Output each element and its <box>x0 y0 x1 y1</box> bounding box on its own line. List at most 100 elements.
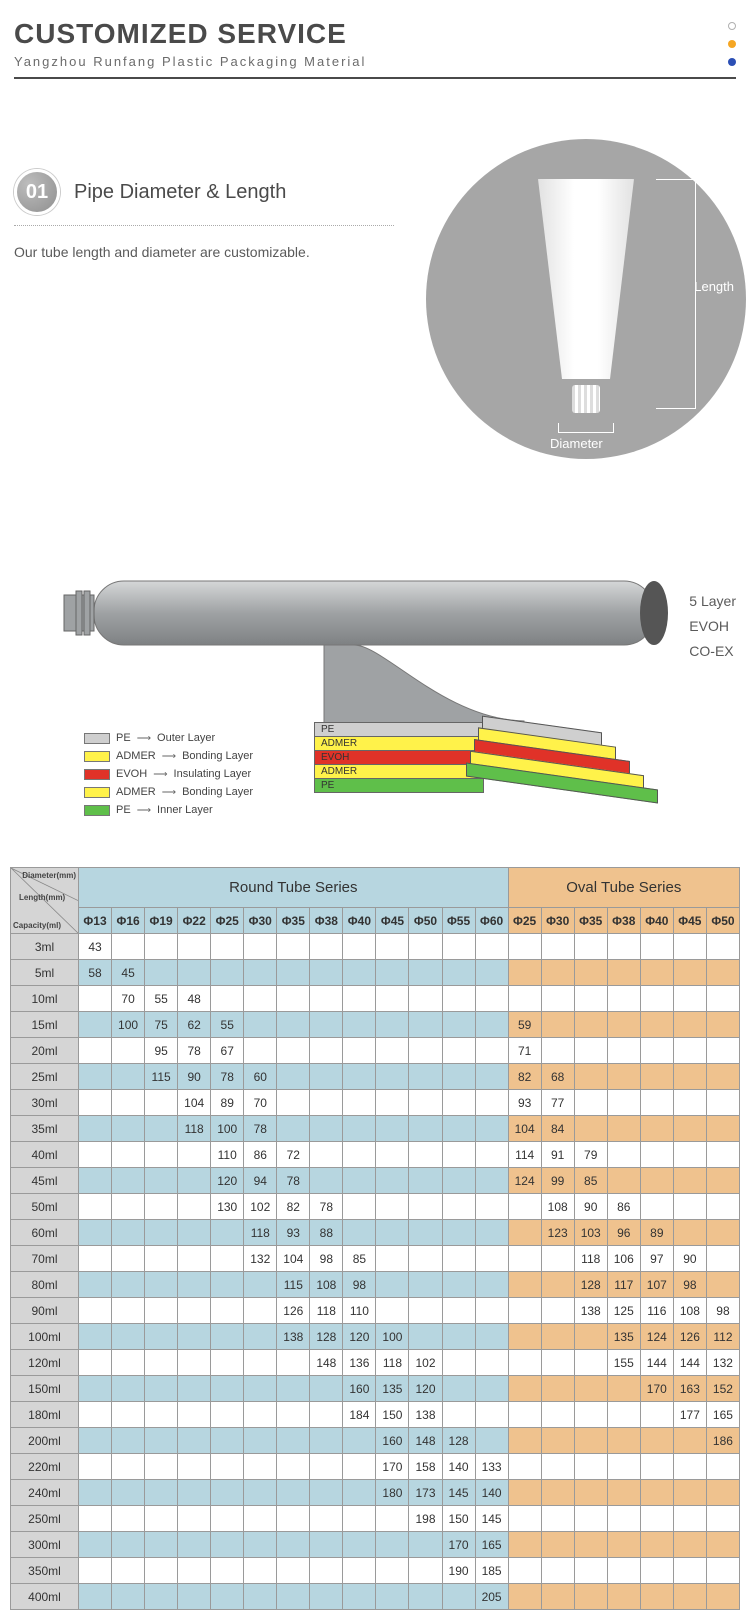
cell <box>640 960 673 986</box>
cell <box>574 1506 607 1532</box>
cell <box>211 1532 244 1558</box>
cell: 198 <box>409 1506 442 1532</box>
dot-icon <box>728 40 736 48</box>
col-header: Φ35 <box>574 908 607 934</box>
cell <box>607 986 640 1012</box>
cell: 185 <box>475 1558 508 1584</box>
cell <box>145 1584 178 1610</box>
legend-row: ADMER⟶Bonding Layer <box>84 747 253 765</box>
cell <box>376 1116 409 1142</box>
cell <box>442 934 475 960</box>
cell <box>607 1168 640 1194</box>
cell <box>112 1324 145 1350</box>
cell <box>343 1480 376 1506</box>
cell <box>178 1454 211 1480</box>
layer-stack: PEADMEREVOHADMERPE <box>314 723 484 793</box>
cell <box>442 1246 475 1272</box>
cell <box>310 960 343 986</box>
cell <box>112 1272 145 1298</box>
table-row: 200ml160148128186 <box>11 1428 740 1454</box>
cell <box>640 1142 673 1168</box>
cell <box>541 1402 574 1428</box>
capacity-cell: 180ml <box>11 1402 79 1428</box>
cell <box>409 1558 442 1584</box>
table-row: 250ml198150145 <box>11 1506 740 1532</box>
section-pipe-diameter: Length Diameter 01 Pipe Diameter & Lengt… <box>14 169 736 509</box>
table-row: 240ml180173145140 <box>11 1480 740 1506</box>
cell: 82 <box>508 1064 541 1090</box>
cell <box>244 1324 277 1350</box>
cell <box>442 1298 475 1324</box>
cell <box>112 934 145 960</box>
cell: 86 <box>244 1142 277 1168</box>
cell <box>343 1194 376 1220</box>
cell <box>112 1142 145 1168</box>
cell: 100 <box>112 1012 145 1038</box>
cell <box>541 1324 574 1350</box>
cell <box>343 1168 376 1194</box>
cell <box>673 1428 706 1454</box>
cell: 117 <box>607 1272 640 1298</box>
cell: 114 <box>508 1142 541 1168</box>
cell <box>244 1428 277 1454</box>
cell: 104 <box>508 1116 541 1142</box>
cell: 170 <box>640 1376 673 1402</box>
cell <box>673 1558 706 1584</box>
cell <box>244 986 277 1012</box>
table-row: 80ml1151089812811710798 <box>11 1272 740 1298</box>
cell <box>409 1220 442 1246</box>
legend-row: EVOH⟶Insulating Layer <box>84 765 253 783</box>
cell <box>79 1584 112 1610</box>
cell <box>508 1402 541 1428</box>
col-header: Φ50 <box>409 908 442 934</box>
cell <box>277 1350 310 1376</box>
cell <box>244 960 277 986</box>
table-row: 400ml205 <box>11 1584 740 1610</box>
cell <box>244 1350 277 1376</box>
cell <box>244 1012 277 1038</box>
capacity-cell: 200ml <box>11 1428 79 1454</box>
cell <box>112 1454 145 1480</box>
cell: 71 <box>508 1038 541 1064</box>
cell: 148 <box>310 1350 343 1376</box>
cell <box>112 1506 145 1532</box>
cell: 177 <box>673 1402 706 1428</box>
cell: 165 <box>706 1402 739 1428</box>
cell: 98 <box>343 1272 376 1298</box>
cell <box>376 1168 409 1194</box>
cell <box>541 1246 574 1272</box>
cell <box>442 1142 475 1168</box>
cell <box>409 986 442 1012</box>
cell <box>442 1194 475 1220</box>
cell <box>376 1194 409 1220</box>
cell <box>673 1038 706 1064</box>
cell <box>475 960 508 986</box>
cell: 120 <box>409 1376 442 1402</box>
layer-diagram: 5 Layer EVOH CO-EX PE⟶Outer Layer ADMER⟶… <box>14 569 736 859</box>
cell: 93 <box>277 1220 310 1246</box>
cell <box>574 1584 607 1610</box>
cell <box>607 960 640 986</box>
table-row: 20ml95786771 <box>11 1038 740 1064</box>
cell <box>178 934 211 960</box>
cell <box>145 1194 178 1220</box>
table-row: 70ml13210498851181069790 <box>11 1246 740 1272</box>
cell: 165 <box>475 1532 508 1558</box>
cell <box>310 1480 343 1506</box>
cell <box>178 1532 211 1558</box>
cell: 89 <box>640 1220 673 1246</box>
cell <box>541 1558 574 1584</box>
cell <box>442 1584 475 1610</box>
cell <box>178 1272 211 1298</box>
cell <box>145 1142 178 1168</box>
cell <box>376 960 409 986</box>
cell <box>145 1506 178 1532</box>
cell <box>277 1116 310 1142</box>
cell <box>145 1402 178 1428</box>
cell: 70 <box>244 1090 277 1116</box>
cell <box>79 1090 112 1116</box>
cell <box>574 1480 607 1506</box>
cell <box>244 1506 277 1532</box>
cell: 94 <box>244 1168 277 1194</box>
capacity-cell: 120ml <box>11 1350 79 1376</box>
